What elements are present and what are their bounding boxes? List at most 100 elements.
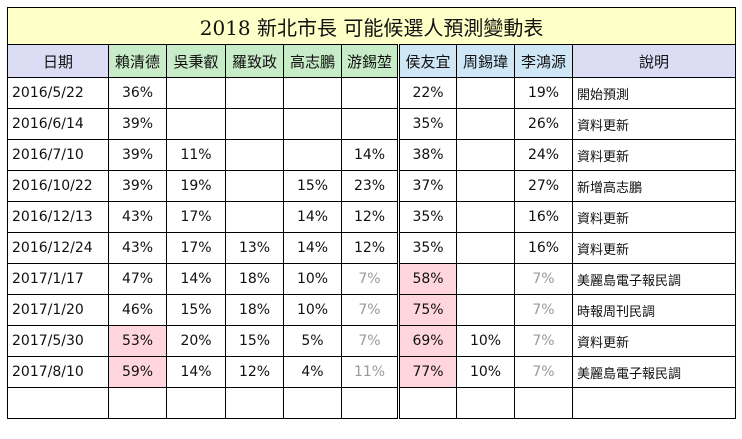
value-cell: 27% <box>514 170 573 202</box>
value-cell: 12% <box>225 356 284 388</box>
header-row: 日期 賴清德 吳秉叡 羅致政 高志鵬 游錫堃 侯友宜 周錫瑋 李鴻源 說明 <box>7 44 737 78</box>
value-cell: 16% <box>514 201 573 233</box>
value-cell: 7% <box>341 325 400 357</box>
value-cell: 10% <box>456 356 515 388</box>
value-cell: 75% <box>398 294 457 326</box>
table-row: 2017/1/17 47% 14% 18% 10% 7% 58% 7% 美麗島電子報民調 <box>7 263 737 295</box>
value-cell <box>514 387 573 419</box>
value-cell: 15% <box>225 325 284 357</box>
value-cell: 77% <box>398 356 457 388</box>
table-row: 2017/8/10 59% 14% 12% 4% 11% 77% 10% 7% 美麗島電子報民調 <box>7 356 737 388</box>
value-cell <box>166 387 226 419</box>
value-cell: 69% <box>398 325 457 357</box>
table-row: 2017/1/20 46% 15% 18% 10% 7% 75% 7% 時報周刊民調 <box>7 294 737 326</box>
table-row: 2016/12/24 43% 17% 13% 14% 12% 35% 16% 資料更新 <box>7 232 737 264</box>
value-cell: 22% <box>398 77 457 109</box>
value-cell <box>283 108 342 140</box>
date-cell: 2016/10/22 <box>7 170 109 202</box>
value-cell: 11% <box>341 356 400 388</box>
value-cell <box>283 77 342 109</box>
date-cell: 2016/12/24 <box>7 232 109 264</box>
date-cell: 2016/5/22 <box>7 77 109 109</box>
value-cell: 15% <box>283 170 342 202</box>
note-cell: 資料更新 <box>571 325 737 357</box>
value-cell: 38% <box>398 139 457 171</box>
value-cell: 26% <box>514 108 573 140</box>
value-cell: 13% <box>225 232 284 264</box>
value-cell <box>341 108 400 140</box>
table-row <box>7 387 737 419</box>
value-cell: 14% <box>283 232 342 264</box>
value-cell: 58% <box>398 263 457 295</box>
value-cell: 18% <box>225 263 284 295</box>
value-cell <box>108 387 167 419</box>
header-note: 說明 <box>571 44 737 78</box>
value-cell: 14% <box>283 201 342 233</box>
note-cell: 美麗島電子報民調 <box>571 263 737 295</box>
value-cell: 7% <box>514 294 573 326</box>
value-cell: 14% <box>166 356 226 388</box>
date-cell: 2017/1/17 <box>7 263 109 295</box>
note-cell: 資料更新 <box>571 232 737 264</box>
value-cell: 20% <box>166 325 226 357</box>
table-row: 2016/6/14 39% 35% 26% 資料更新 <box>7 108 737 140</box>
value-cell: 15% <box>166 294 226 326</box>
header-date: 日期 <box>7 44 109 78</box>
value-cell: 11% <box>166 139 226 171</box>
value-cell: 35% <box>398 108 457 140</box>
value-cell <box>225 170 284 202</box>
value-cell <box>456 77 515 109</box>
value-cell: 10% <box>283 263 342 295</box>
value-cell <box>166 77 226 109</box>
date-cell: 2017/8/10 <box>7 356 109 388</box>
header-chou-hsi-wei: 周錫瑋 <box>456 44 515 78</box>
note-cell: 資料更新 <box>571 201 737 233</box>
value-cell <box>456 108 515 140</box>
value-cell: 43% <box>108 201 167 233</box>
value-cell <box>456 170 515 202</box>
value-cell: 7% <box>514 325 573 357</box>
value-cell <box>283 139 342 171</box>
value-cell: 35% <box>398 232 457 264</box>
table-row: 2016/5/22 36% 22% 19% 開始預測 <box>7 77 737 109</box>
value-cell: 7% <box>514 263 573 295</box>
date-cell: 2017/5/30 <box>7 325 109 357</box>
value-cell <box>225 77 284 109</box>
table-title: 2018 新北市長 可能候選人預測變動表 <box>6 7 737 45</box>
date-cell: 2016/7/10 <box>7 139 109 171</box>
value-cell: 39% <box>108 170 167 202</box>
value-cell: 12% <box>341 232 400 264</box>
value-cell: 47% <box>108 263 167 295</box>
header-li-hung-yuan: 李鴻源 <box>514 44 573 78</box>
value-cell: 16% <box>514 232 573 264</box>
table-row: 2016/12/13 43% 17% 14% 12% 35% 16% 資料更新 <box>7 201 737 233</box>
value-cell: 10% <box>456 325 515 357</box>
table-row: 2017/5/30 53% 20% 15% 5% 7% 69% 10% 7% 資料更新 <box>7 325 737 357</box>
value-cell <box>456 139 515 171</box>
note-cell: 資料更新 <box>571 139 737 171</box>
note-cell: 資料更新 <box>571 108 737 140</box>
value-cell: 53% <box>108 325 167 357</box>
value-cell <box>225 139 284 171</box>
value-cell: 19% <box>166 170 226 202</box>
value-cell: 46% <box>108 294 167 326</box>
value-cell: 7% <box>341 294 400 326</box>
value-cell: 5% <box>283 325 342 357</box>
value-cell: 12% <box>341 201 400 233</box>
date-cell: 2016/6/14 <box>7 108 109 140</box>
value-cell: 39% <box>108 139 167 171</box>
forecast-table: 2018 新北市長 可能候選人預測變動表 日期 賴清德 吳秉叡 羅致政 高志鵬 … <box>6 7 737 419</box>
value-cell <box>456 294 515 326</box>
table-row: 2016/10/22 39% 19% 15% 23% 37% 27% 新增高志鵬 <box>7 170 737 202</box>
value-cell <box>456 232 515 264</box>
header-yu-shyi-kun: 游錫堃 <box>341 44 400 78</box>
header-lai-ching-te: 賴清德 <box>108 44 167 78</box>
value-cell: 10% <box>283 294 342 326</box>
note-cell: 美麗島電子報民調 <box>571 356 737 388</box>
date-cell: 2016/12/13 <box>7 201 109 233</box>
value-cell <box>341 387 400 419</box>
value-cell <box>341 77 400 109</box>
value-cell: 17% <box>166 232 226 264</box>
header-hou-you-yi: 侯友宜 <box>398 44 457 78</box>
value-cell <box>225 387 284 419</box>
